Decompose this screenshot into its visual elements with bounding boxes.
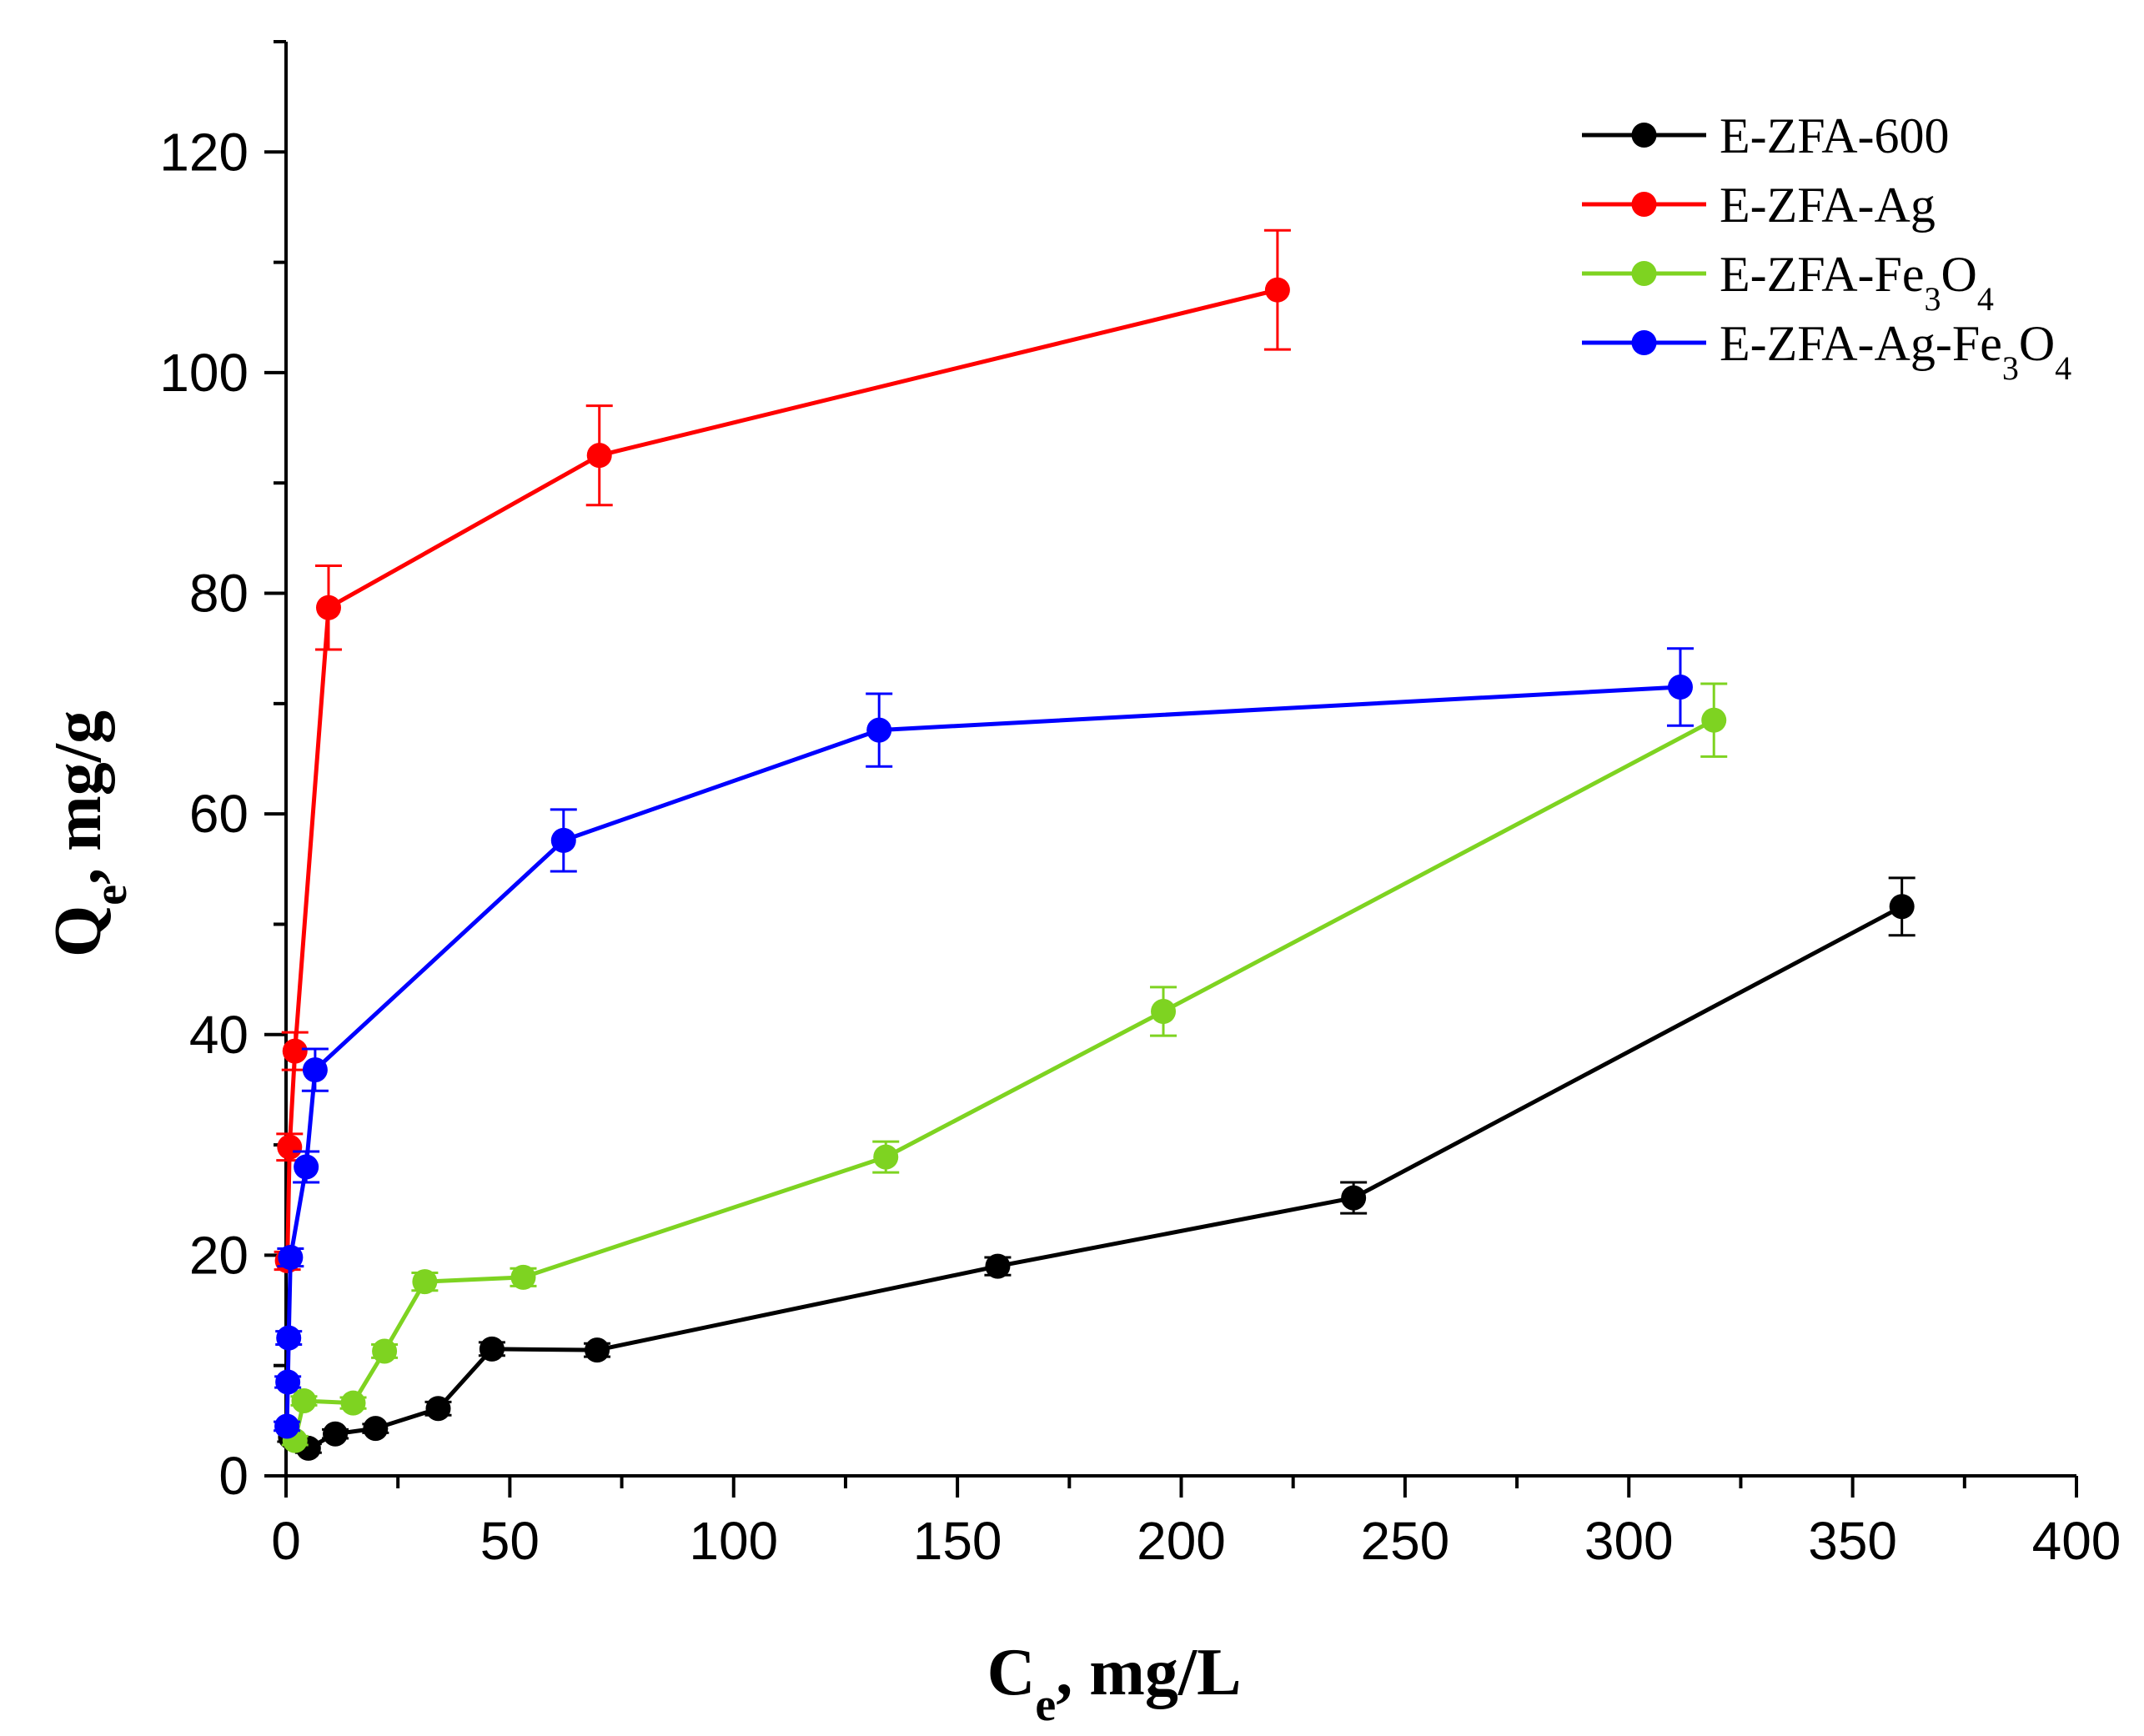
data-point [510, 1264, 536, 1290]
data-point [278, 1245, 304, 1271]
x-tick-label: 150 [913, 1511, 1002, 1571]
y-tick-label: 60 [189, 784, 249, 844]
legend-label: E-ZFA-600 [1720, 108, 1950, 163]
y-tick-label: 120 [159, 122, 249, 182]
y-tick-label: 100 [159, 343, 249, 403]
legend-label: E-ZFA-Fe3O4 [1720, 247, 1994, 318]
data-point [302, 1057, 328, 1083]
data-point [479, 1336, 505, 1362]
legend-label: E-ZFA-Ag [1720, 178, 1936, 233]
y-axis-title-rest: , mg/g [42, 710, 115, 885]
series-e-zfa-fe3o4 [281, 682, 1728, 1453]
legend-swatch-marker [1631, 192, 1657, 217]
data-point [372, 1338, 398, 1364]
data-point [274, 1413, 300, 1439]
data-point [315, 595, 341, 620]
x-tick-label: 350 [1808, 1511, 1897, 1571]
data-point [1151, 998, 1177, 1024]
data-point [550, 827, 576, 853]
data-point [866, 717, 892, 743]
legend-swatch-marker [1631, 123, 1657, 148]
x-tick-label: 100 [689, 1511, 778, 1571]
data-point [291, 1388, 317, 1414]
data-point [873, 1144, 899, 1170]
y-tick-label: 0 [218, 1446, 249, 1506]
legend-label-part: E-ZFA-Fe [1720, 247, 1925, 302]
data-point [294, 1154, 319, 1180]
data-point [1701, 707, 1727, 733]
x-tick-label: 50 [480, 1511, 540, 1571]
data-point [282, 1038, 308, 1064]
legend-item: E-ZFA-Ag [1582, 178, 1936, 233]
y-tick-label: 40 [189, 1005, 249, 1065]
legend-label: E-ZFA-Ag-Fe3O4 [1720, 316, 2071, 387]
x-tick-label: 200 [1137, 1511, 1226, 1571]
legend-swatch-marker [1631, 261, 1657, 286]
x-tick-label: 400 [2032, 1511, 2121, 1571]
legend-item: E-ZFA-600 [1582, 108, 1950, 163]
data-point [276, 1325, 302, 1351]
data-point [585, 1337, 610, 1363]
series-line [284, 685, 1681, 1427]
data-point [275, 1369, 301, 1395]
legend-label-part: E-ZFA-Ag [1720, 178, 1936, 233]
y-axis-title: Qe, mg/g [42, 710, 137, 957]
plot-area [274, 228, 1916, 1461]
x-axis-title-rest: , mg/L [1056, 1636, 1241, 1709]
y-axis-title-sub: e [85, 885, 137, 906]
data-point [363, 1416, 389, 1442]
series-line [289, 905, 1903, 1451]
legend-label-part: O [1941, 247, 1977, 302]
legend: E-ZFA-600E-ZFA-AgE-ZFA-Fe3O4E-ZFA-Ag-Fe3… [1582, 108, 2071, 387]
x-axis-title: Ce, mg/L [987, 1636, 1242, 1731]
data-point [323, 1421, 349, 1447]
x-tick-label: 300 [1584, 1511, 1674, 1571]
legend-item: E-ZFA-Ag-Fe3O4 [1582, 316, 2071, 387]
legend-label-part: E-ZFA-600 [1720, 108, 1950, 163]
data-point [412, 1269, 438, 1295]
data-point [340, 1390, 366, 1416]
data-point [1889, 894, 1915, 920]
series-e-zfa-ag [274, 228, 1291, 1273]
legend-item: E-ZFA-Fe3O4 [1582, 247, 1994, 318]
data-point [985, 1253, 1011, 1279]
data-point [1264, 277, 1290, 303]
legend-label-subscript: 3 [2002, 349, 2019, 387]
data-point [1341, 1185, 1367, 1211]
legend-label-part: O [2019, 316, 2055, 371]
axes: 0 50 100 150 200 250 300 350 400 0 20 40 60 80 100 120 [159, 40, 2121, 1571]
series-line [293, 718, 1715, 1442]
x-axis-title-main: C [987, 1636, 1036, 1709]
legend-swatch-marker [1631, 330, 1657, 355]
data-point [425, 1396, 451, 1422]
x-axis-title-sub: e [1035, 1679, 1056, 1731]
legend-label-subscript: 3 [1925, 280, 1941, 318]
y-axis-title-main: Q [42, 906, 115, 957]
legend-label-part: E-ZFA-Ag-Fe [1720, 316, 2002, 371]
data-point [1667, 675, 1693, 700]
y-tick-label: 80 [189, 564, 249, 624]
legend-label-subscript: 4 [2055, 349, 2071, 387]
data-point [586, 443, 612, 469]
data-point [277, 1134, 303, 1160]
series-e-zfa-600 [277, 876, 1916, 1461]
y-tick-label: 20 [189, 1225, 249, 1285]
series-line [285, 288, 1278, 1262]
series-e-zfa-ag-fe3o4 [274, 647, 1694, 1439]
x-tick-label: 0 [271, 1511, 301, 1571]
x-tick-label: 250 [1360, 1511, 1449, 1571]
legend-label-subscript: 4 [1977, 280, 1994, 318]
